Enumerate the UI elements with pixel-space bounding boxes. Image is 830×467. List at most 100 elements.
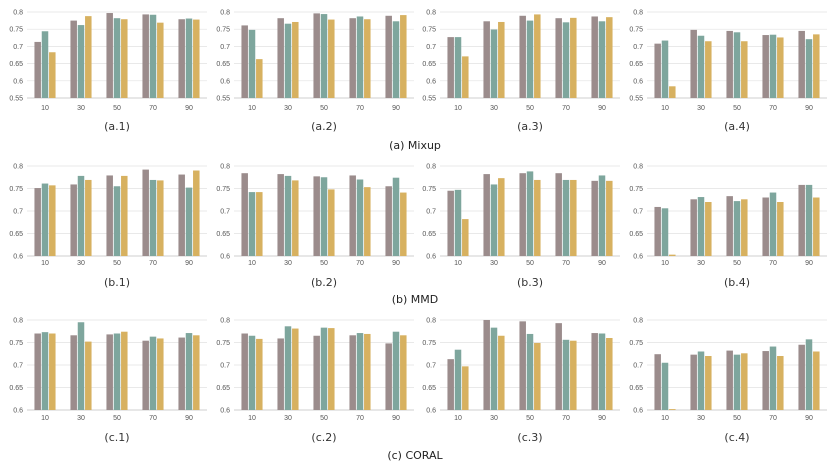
bar-series-1-cat-90 <box>385 186 392 256</box>
bar-series-3-cat-90 <box>193 19 200 98</box>
bar-series-2-cat-90 <box>392 331 400 410</box>
bar-series-2-cat-30 <box>77 25 85 99</box>
x-tick-label: 30 <box>490 260 498 267</box>
bar-series-3-cat-90 <box>400 192 407 256</box>
chart-c-1: 0.8 0.75 0.7 0.65 0.6 10 30 50 70 90 (c.1) <box>9 318 207 444</box>
y-tick-label: 0.65 <box>9 231 23 238</box>
bar-series-2-cat-90 <box>598 333 606 410</box>
bar-series-3-cat-50 <box>534 342 541 410</box>
bar-series-3-cat-90 <box>813 351 820 410</box>
bar-series-2-cat-10 <box>454 349 462 410</box>
x-tick-label: 30 <box>697 415 705 422</box>
bar-series-1-cat-90 <box>591 16 598 98</box>
subplot-caption: (c.4) <box>724 431 749 444</box>
bar-series-2-cat-30 <box>284 175 292 256</box>
bar-series-3-cat-70 <box>570 179 577 256</box>
x-tick-label: 50 <box>526 105 534 112</box>
x-tick-label: 50 <box>733 415 741 422</box>
y-tick-label: 0.55 <box>629 96 643 103</box>
y-tick-label: 0.65 <box>9 61 23 68</box>
x-tick-label: 70 <box>769 105 777 112</box>
bar-series-1-cat-10 <box>654 354 661 410</box>
y-tick-label: 0.7 <box>633 209 643 216</box>
bar-series-2-cat-50 <box>526 333 534 410</box>
bar-series-3-cat-30 <box>705 41 712 98</box>
bar-series-3-cat-90 <box>606 338 613 410</box>
bar-series-1-cat-70 <box>142 14 149 99</box>
bar-series-3-cat-70 <box>157 22 164 98</box>
bar-series-1-cat-70 <box>349 335 356 410</box>
x-tick-label: 50 <box>526 415 534 422</box>
x-tick-label: 70 <box>769 260 777 267</box>
bar-series-2-cat-30 <box>490 29 498 99</box>
bar-series-3-cat-50 <box>121 19 128 99</box>
bar-series-2-cat-30 <box>697 35 705 98</box>
bar-series-2-cat-10 <box>661 362 669 410</box>
bar-series-1-cat-30 <box>277 338 284 410</box>
x-tick-label: 30 <box>697 105 705 112</box>
chart-b-3: 0.8 0.75 0.7 0.65 0.6 10 30 50 70 90 (b.3) <box>422 164 620 289</box>
y-tick-label: 0.6 <box>426 254 436 261</box>
y-tick-label: 0.75 <box>9 340 23 347</box>
subplot-caption: (a.4) <box>724 120 750 133</box>
bar-series-1-cat-90 <box>178 337 185 410</box>
x-tick-label: 30 <box>284 415 292 422</box>
bar-series-3-cat-10 <box>49 52 56 98</box>
bar-series-2-cat-90 <box>598 21 606 98</box>
y-tick-label: 0.8 <box>633 164 643 171</box>
bar-series-1-cat-10 <box>34 188 41 256</box>
bar-series-2-cat-70 <box>562 179 570 256</box>
subplot-caption: (b.3) <box>517 276 543 289</box>
y-tick-label: 0.7 <box>220 209 230 216</box>
bar-series-2-cat-10 <box>248 29 256 98</box>
y-tick-label: 0.6 <box>220 254 230 261</box>
x-tick-label: 90 <box>598 105 606 112</box>
x-tick-label: 10 <box>661 415 669 422</box>
y-tick-label: 0.75 <box>629 340 643 347</box>
bar-series-3-cat-30 <box>85 16 92 99</box>
y-tick-label: 0.55 <box>9 96 23 103</box>
subplot-caption: (a.3) <box>517 120 543 133</box>
y-tick-label: 0.75 <box>629 27 643 34</box>
bar-series-1-cat-70 <box>762 351 769 410</box>
bar-series-2-cat-50 <box>733 32 741 98</box>
x-tick-label: 10 <box>248 415 256 422</box>
bar-series-3-cat-70 <box>570 17 577 98</box>
x-tick-label: 10 <box>41 415 49 422</box>
x-tick-label: 10 <box>248 260 256 267</box>
bar-series-3-cat-70 <box>777 356 784 410</box>
x-tick-label: 10 <box>454 105 462 112</box>
bar-series-2-cat-90 <box>392 177 400 256</box>
bar-series-1-cat-50 <box>726 196 733 256</box>
bar-series-1-cat-10 <box>447 37 454 98</box>
bar-series-1-cat-50 <box>726 350 733 410</box>
bar-series-1-cat-50 <box>726 30 733 99</box>
x-tick-label: 70 <box>149 260 157 267</box>
bar-series-3-cat-10 <box>49 185 56 256</box>
bar-series-2-cat-30 <box>284 23 292 98</box>
x-tick-label: 70 <box>562 105 570 112</box>
bar-series-3-cat-10 <box>669 254 676 256</box>
bar-series-3-cat-90 <box>606 17 613 98</box>
bar-series-3-cat-50 <box>534 14 541 99</box>
y-tick-label: 0.6 <box>633 254 643 261</box>
x-tick-label: 30 <box>490 105 498 112</box>
bar-series-1-cat-30 <box>277 174 284 256</box>
bar-series-3-cat-30 <box>498 335 505 410</box>
y-tick-label: 0.7 <box>633 44 643 51</box>
bar-series-3-cat-90 <box>193 170 200 256</box>
y-tick-label: 0.7 <box>426 44 436 51</box>
bar-series-2-cat-50 <box>526 20 534 99</box>
y-tick-label: 0.8 <box>426 164 436 171</box>
subplot-caption: (b.1) <box>104 276 130 289</box>
bar-series-1-cat-70 <box>555 323 562 410</box>
bar-series-2-cat-50 <box>320 327 328 410</box>
bar-series-3-cat-10 <box>462 366 469 410</box>
x-tick-label: 70 <box>562 260 570 267</box>
y-tick-label: 0.7 <box>633 363 643 370</box>
y-tick-label: 0.75 <box>629 186 643 193</box>
x-tick-label: 90 <box>392 260 400 267</box>
y-tick-label: 0.65 <box>9 385 23 392</box>
bar-series-3-cat-10 <box>256 192 263 256</box>
